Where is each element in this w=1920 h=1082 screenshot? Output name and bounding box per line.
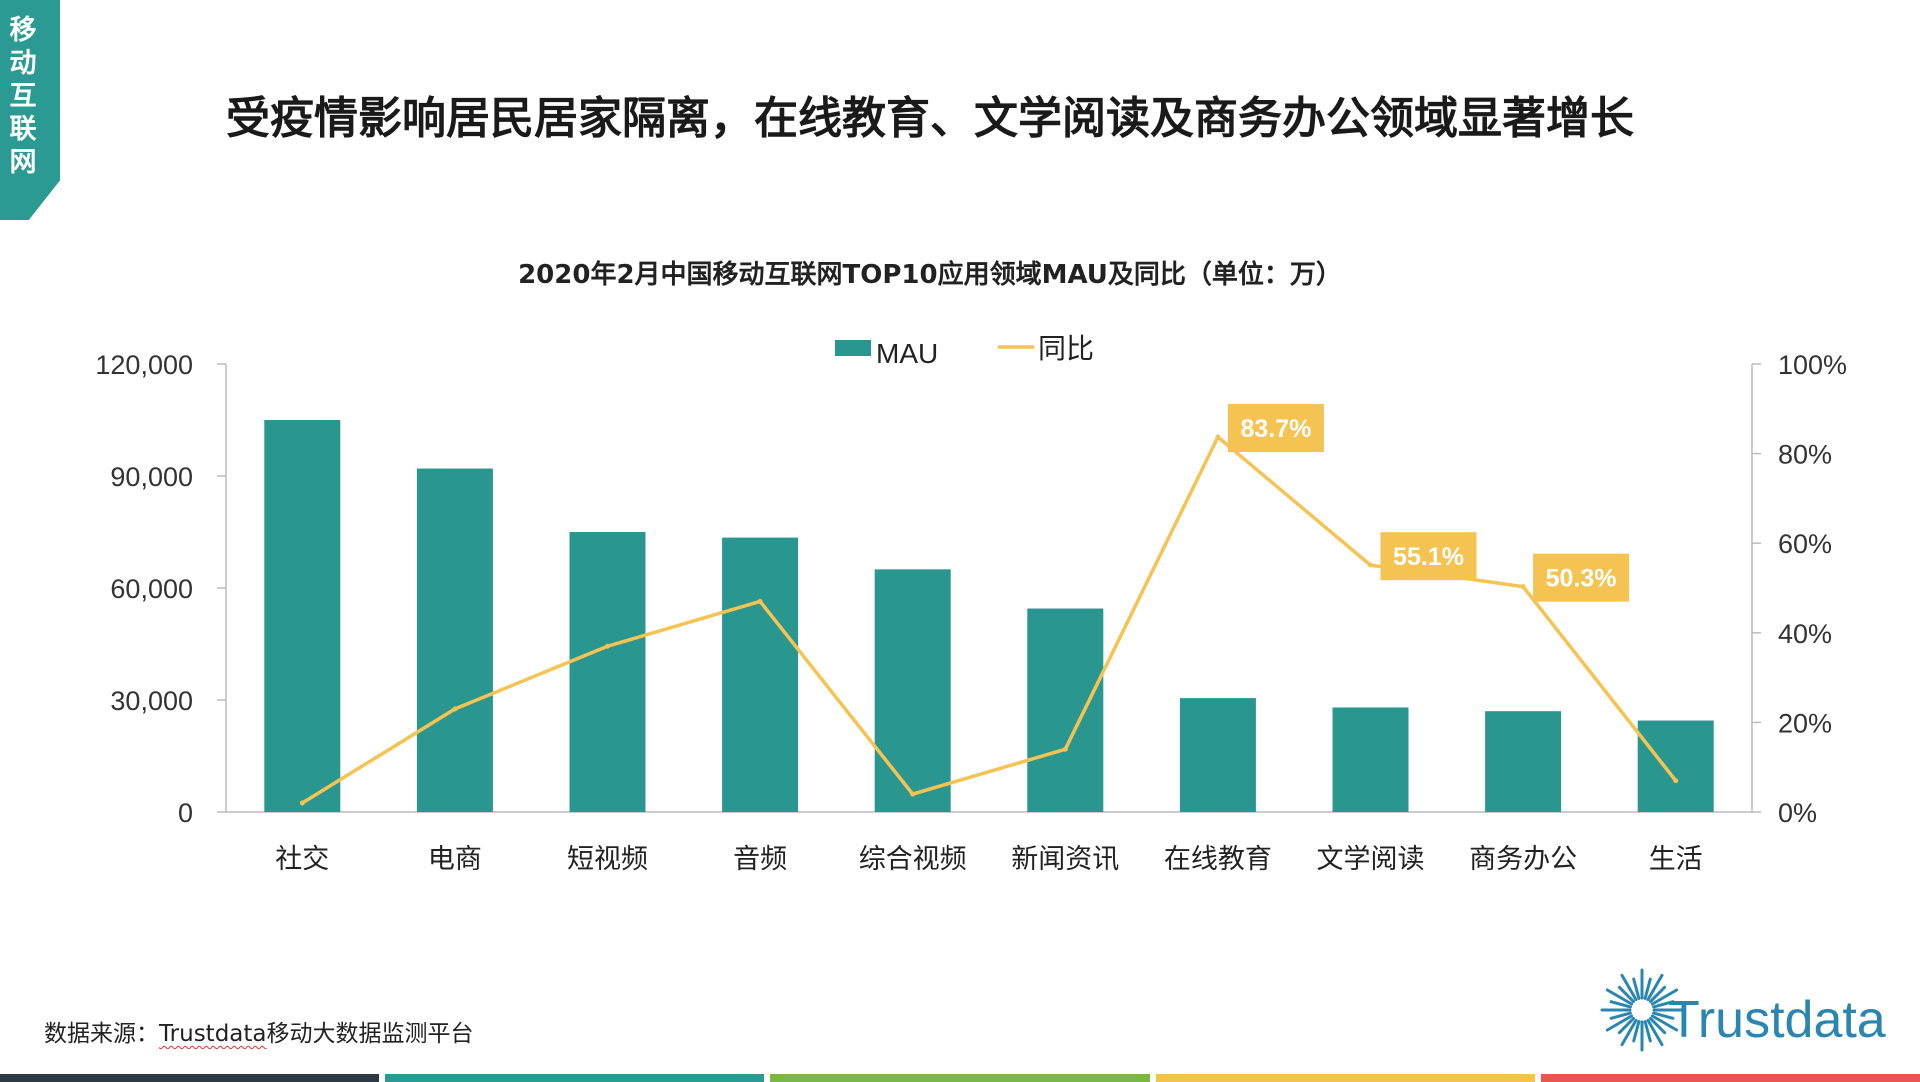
logo-ray: [1620, 973, 1638, 1002]
mau-bar: [569, 532, 646, 812]
x-tick-label: 生活: [1649, 844, 1703, 875]
footer-color-segment: [1155, 1074, 1535, 1082]
starburst-logo-icon: [1600, 968, 1684, 1052]
mau-bar: [1637, 720, 1714, 812]
mau-bar: [264, 420, 341, 812]
logo-ray: [1617, 1016, 1636, 1035]
footer-color-bar: [0, 1074, 1920, 1082]
data-source-suffix: 移动大数据监测平台: [266, 1021, 474, 1047]
logo-ray: [1650, 988, 1679, 1006]
legend-yoy-label: 同比: [1038, 332, 1094, 365]
x-tick-label: 短视频: [567, 844, 648, 875]
mau-bar: [874, 569, 951, 812]
left-tick-label: 0: [178, 798, 193, 828]
data-source-brand: Trustdata: [159, 1021, 267, 1047]
logo-ray: [1609, 1000, 1632, 1009]
logo-ray: [1646, 973, 1664, 1002]
left-tick-label: 60,000: [110, 574, 193, 604]
right-tick-label: 0%: [1778, 798, 1817, 828]
right-tick-label: 100%: [1778, 350, 1847, 380]
chart-title: 2020年2月中国移动互联网TOP10应用领域MAU及同比（单位：万）: [518, 260, 1342, 290]
yoy-data-label-box: [1380, 532, 1477, 581]
x-tick-label: 商务办公: [1469, 844, 1577, 875]
logo-text: Trustdata: [1668, 991, 1886, 1049]
logo-ray: [1605, 988, 1634, 1006]
mau-bar: [1027, 608, 1104, 812]
legend-mau-swatch: [835, 340, 871, 356]
trustdata-logo: Trustdata: [1590, 952, 1890, 1052]
x-tick-label: 在线教育: [1164, 844, 1272, 875]
footer-color-segment: [0, 1074, 380, 1082]
logo-ray: [1632, 977, 1641, 1000]
logo-ray: [1643, 977, 1652, 1000]
logo-ray: [1617, 985, 1636, 1004]
yoy-data-label: 55.1%: [1393, 543, 1464, 571]
footer-color-segment: [1540, 1074, 1920, 1082]
logo-ray: [1632, 1020, 1641, 1043]
logo-ray: [1652, 1000, 1675, 1009]
yoy-point: [1368, 562, 1373, 568]
right-tick-label: 40%: [1778, 619, 1832, 649]
yoy-point: [910, 791, 916, 797]
data-source-prefix: 数据来源：: [44, 1021, 159, 1047]
mau-bar: [1179, 698, 1256, 812]
logo-ray: [1648, 985, 1667, 1004]
right-tick-label: 60%: [1778, 529, 1832, 559]
yoy-point: [452, 706, 458, 712]
logo-ray: [1646, 1018, 1664, 1047]
logo-ray: [1609, 1011, 1632, 1020]
mau-bar: [416, 468, 493, 812]
logo-ray: [1648, 1016, 1667, 1035]
yoy-point: [1673, 778, 1679, 784]
yoy-data-label-box: [1227, 404, 1324, 453]
logo-ray: [1643, 1020, 1652, 1043]
logo-ray: [1650, 1014, 1679, 1032]
logo-ray: [1605, 1014, 1634, 1032]
section-tab-label: 移动互联网: [9, 15, 37, 178]
legend-mau-label: MAU: [876, 338, 938, 369]
yoy-line: [301, 434, 1678, 805]
yoy-data-label: 50.3%: [1546, 565, 1617, 593]
footer-color-segment: [385, 1074, 765, 1082]
yoy-point: [1520, 584, 1526, 590]
mau-bar: [722, 537, 799, 812]
right-tick-label: 20%: [1778, 708, 1832, 738]
footer-color-segment: [770, 1074, 1150, 1082]
x-tick-label: 社交: [275, 844, 329, 875]
yoy-point: [1062, 746, 1068, 752]
left-tick-label: 30,000: [110, 686, 193, 716]
left-tick-label: 120,000: [95, 350, 193, 380]
yoy-point: [757, 598, 763, 604]
x-tick-label: 文学阅读: [1317, 844, 1425, 875]
x-tick-label: 新闻资讯: [1011, 844, 1119, 875]
yoy-point: [299, 800, 305, 806]
yoy-data-label: 83.7%: [1240, 415, 1311, 443]
x-tick-label: 音频: [733, 844, 787, 875]
mau-bar: [1332, 707, 1409, 812]
data-source: 数据来源：Trustdata移动大数据监测平台: [44, 1014, 474, 1048]
x-tick-label: 综合视频: [859, 844, 967, 875]
mau-bar: [1485, 711, 1562, 812]
section-tab: 移动互联网: [0, 0, 60, 220]
yoy-point: [1215, 434, 1221, 440]
logo-ray: [1620, 1018, 1638, 1047]
right-tick-label: 80%: [1778, 440, 1832, 470]
logo-ray: [1652, 1011, 1675, 1020]
yoy-data-label-box: [1533, 553, 1630, 602]
x-tick-label: 电商: [428, 844, 482, 875]
left-tick-label: 90,000: [110, 462, 193, 492]
page-headline: 受疫情影响居民居家隔离，在线教育、文学阅读及商务办公领域显著增长: [226, 93, 1634, 144]
yoy-point: [605, 643, 610, 649]
